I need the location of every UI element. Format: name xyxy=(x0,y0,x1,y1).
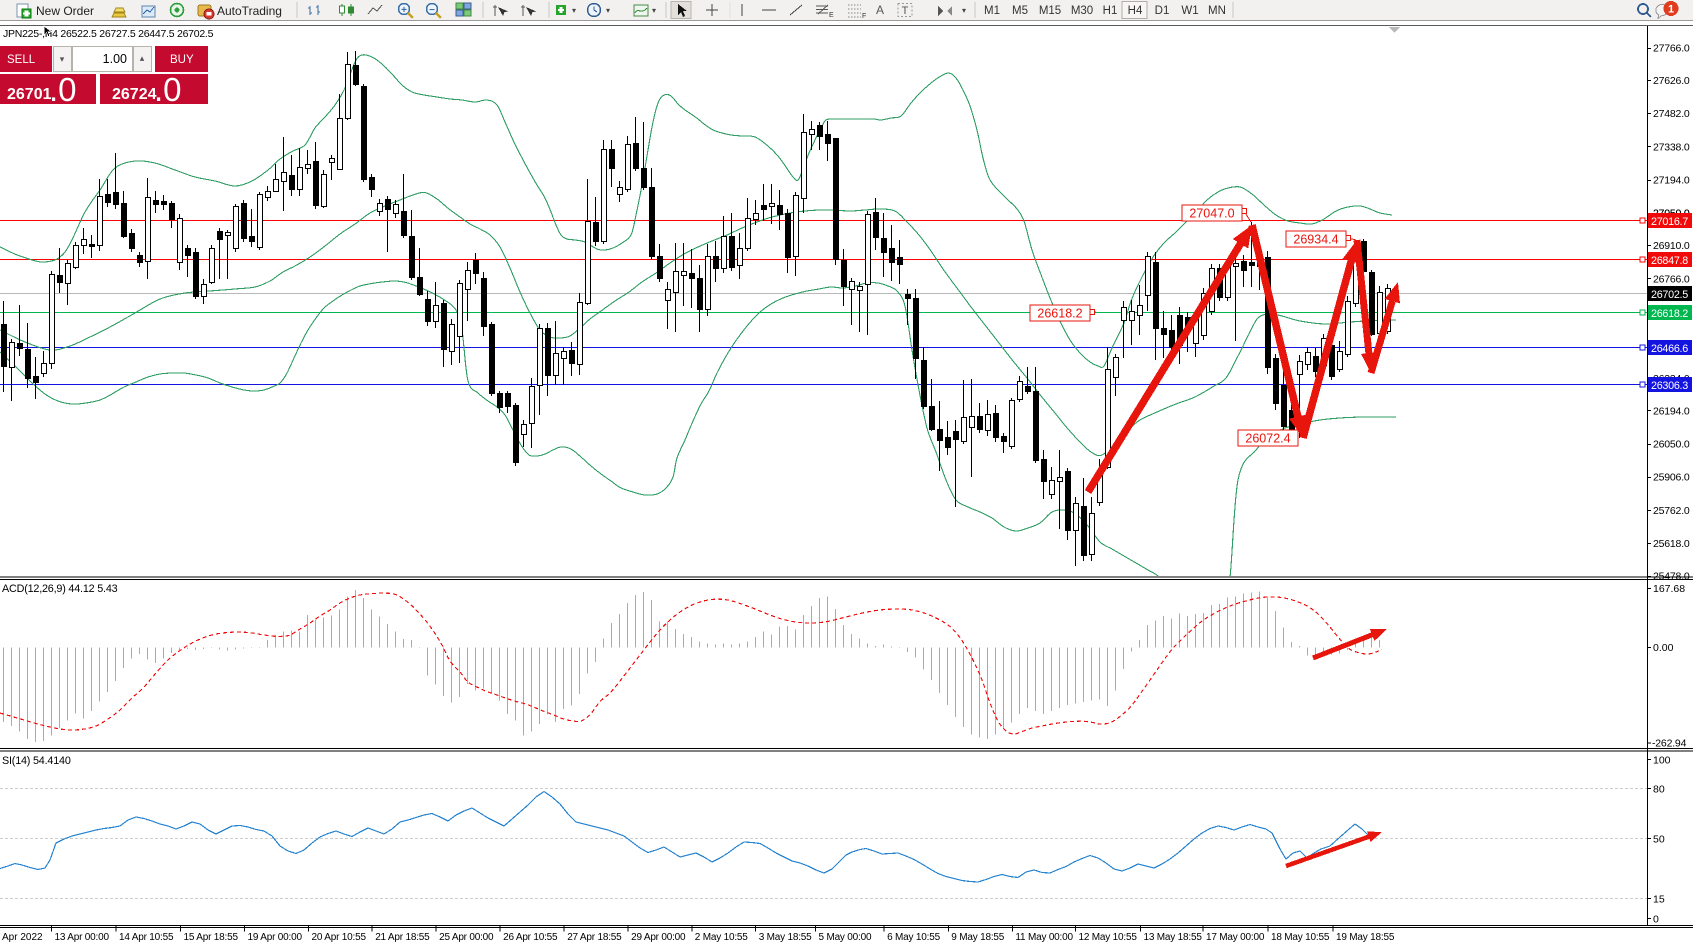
svg-text:26072.4: 26072.4 xyxy=(1245,432,1290,446)
svg-text:26934.4: 26934.4 xyxy=(1293,233,1338,247)
svg-text:W1: W1 xyxy=(1181,5,1198,17)
svg-text:3 May 18:55: 3 May 18:55 xyxy=(759,932,812,943)
svg-text:26618.2: 26618.2 xyxy=(1037,307,1082,321)
svg-text:MN: MN xyxy=(1208,5,1226,17)
svg-text:BUY: BUY xyxy=(170,54,194,66)
svg-text:ACD(12,26,9) 44.12 5.43: ACD(12,26,9) 44.12 5.43 xyxy=(2,583,118,595)
svg-text:▾: ▾ xyxy=(962,6,966,15)
svg-text:.0: .0 xyxy=(154,71,182,108)
svg-text:SI(14) 54.4140: SI(14) 54.4140 xyxy=(2,755,71,767)
svg-text:1.00: 1.00 xyxy=(103,52,127,66)
svg-text:SELL: SELL xyxy=(7,54,36,66)
svg-text:1: 1 xyxy=(1668,4,1674,16)
svg-text:13 May 18:55: 13 May 18:55 xyxy=(1144,932,1203,943)
svg-text:F: F xyxy=(862,13,866,20)
svg-text:A: A xyxy=(876,3,884,17)
svg-text:6 May 10:55: 6 May 10:55 xyxy=(887,932,940,943)
svg-text:21 Apr 18:55: 21 Apr 18:55 xyxy=(375,932,430,943)
svg-text:27626.0: 27626.0 xyxy=(1653,75,1690,87)
svg-text:26701: 26701 xyxy=(7,86,52,103)
svg-text:▴: ▴ xyxy=(140,53,145,63)
svg-text:14 Apr 10:55: 14 Apr 10:55 xyxy=(119,932,174,943)
svg-text:D1: D1 xyxy=(1155,5,1170,17)
svg-text:167.68: 167.68 xyxy=(1653,583,1685,595)
svg-text:26194.0: 26194.0 xyxy=(1653,405,1690,417)
svg-text:26702.5: 26702.5 xyxy=(1651,289,1688,301)
svg-text:AutoTrading: AutoTrading xyxy=(217,4,282,18)
svg-text:▾: ▾ xyxy=(606,6,610,15)
svg-text:H4: H4 xyxy=(1128,5,1143,17)
svg-text:M1: M1 xyxy=(984,5,1000,17)
svg-text:+: + xyxy=(401,5,407,16)
svg-text:5 May 00:00: 5 May 00:00 xyxy=(819,932,872,943)
svg-text:17 May 00:00: 17 May 00:00 xyxy=(1206,932,1265,943)
svg-text:19 Apr 00:00: 19 Apr 00:00 xyxy=(248,932,303,943)
svg-text:Apr 2022: Apr 2022 xyxy=(2,932,43,943)
svg-text:26910.0: 26910.0 xyxy=(1653,240,1690,252)
svg-text:2 May 10:55: 2 May 10:55 xyxy=(695,932,748,943)
svg-text:26 Apr 10:55: 26 Apr 10:55 xyxy=(503,932,558,943)
svg-text:12 May 10:55: 12 May 10:55 xyxy=(1079,932,1138,943)
svg-text:80: 80 xyxy=(1653,784,1665,796)
svg-text:15 Apr 18:55: 15 Apr 18:55 xyxy=(184,932,239,943)
svg-text:25618.0: 25618.0 xyxy=(1653,538,1690,550)
svg-text:25906.0: 25906.0 xyxy=(1653,472,1690,484)
svg-text:13 Apr 00:00: 13 Apr 00:00 xyxy=(55,932,110,943)
svg-text:25 Apr 00:00: 25 Apr 00:00 xyxy=(439,932,494,943)
svg-text:26050.0: 26050.0 xyxy=(1653,439,1690,451)
svg-text:27482.0: 27482.0 xyxy=(1653,108,1690,120)
svg-text:E: E xyxy=(829,12,834,19)
svg-text:9 May 18:55: 9 May 18:55 xyxy=(951,932,1004,943)
svg-text:100: 100 xyxy=(1653,755,1671,767)
svg-text:25762.0: 25762.0 xyxy=(1653,505,1690,517)
svg-text:18 May 10:55: 18 May 10:55 xyxy=(1271,932,1330,943)
svg-text:▾: ▾ xyxy=(652,6,656,15)
svg-text:▾: ▾ xyxy=(60,54,65,64)
svg-text:27016.7: 27016.7 xyxy=(1651,216,1688,228)
svg-text:.0: .0 xyxy=(49,71,77,108)
svg-text:26306.3: 26306.3 xyxy=(1651,380,1688,392)
svg-text:M30: M30 xyxy=(1071,5,1093,17)
svg-text:19 May 18:55: 19 May 18:55 xyxy=(1336,932,1395,943)
svg-text:11 May 00:00: 11 May 00:00 xyxy=(1015,932,1073,943)
svg-text:New Order: New Order xyxy=(36,4,94,18)
svg-text:26766.0: 26766.0 xyxy=(1653,273,1690,285)
svg-text:15: 15 xyxy=(1653,894,1665,906)
svg-text:M5: M5 xyxy=(1012,5,1028,17)
svg-text:27338.0: 27338.0 xyxy=(1653,141,1690,153)
svg-text:0: 0 xyxy=(1653,914,1659,926)
svg-text:27766.0: 27766.0 xyxy=(1653,43,1690,55)
svg-text:26466.6: 26466.6 xyxy=(1651,343,1688,355)
svg-text:27047.0: 27047.0 xyxy=(1189,207,1234,221)
svg-text:25478.0: 25478.0 xyxy=(1653,571,1690,583)
svg-text:26847.8: 26847.8 xyxy=(1651,255,1688,267)
svg-text:0.00: 0.00 xyxy=(1653,642,1674,654)
svg-text:27194.0: 27194.0 xyxy=(1653,175,1690,187)
svg-text:-262.94: -262.94 xyxy=(1652,738,1687,750)
svg-text:−: − xyxy=(429,5,435,16)
svg-text:20 Apr 10:55: 20 Apr 10:55 xyxy=(312,932,367,943)
svg-text:JPN225-,H4 26522.5 26727.5 26: JPN225-,H4 26522.5 26727.5 26447.5 26702… xyxy=(3,28,214,40)
svg-text:M15: M15 xyxy=(1039,5,1061,17)
svg-text:T: T xyxy=(902,5,909,17)
svg-text:26724: 26724 xyxy=(112,86,157,103)
svg-text:29 Apr 00:00: 29 Apr 00:00 xyxy=(631,932,686,943)
svg-text:50: 50 xyxy=(1653,834,1665,846)
svg-text:▾: ▾ xyxy=(572,6,576,15)
svg-text:H1: H1 xyxy=(1103,5,1118,17)
svg-text:26618.2: 26618.2 xyxy=(1651,308,1688,320)
svg-text:27 Apr 18:55: 27 Apr 18:55 xyxy=(567,932,622,943)
